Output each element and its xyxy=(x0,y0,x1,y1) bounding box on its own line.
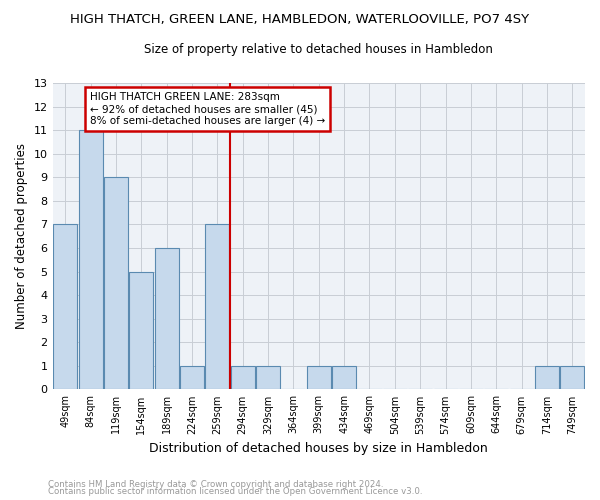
Title: Size of property relative to detached houses in Hambledon: Size of property relative to detached ho… xyxy=(145,42,493,56)
Text: HIGH THATCH, GREEN LANE, HAMBLEDON, WATERLOOVILLE, PO7 4SY: HIGH THATCH, GREEN LANE, HAMBLEDON, WATE… xyxy=(70,12,530,26)
Bar xyxy=(332,366,356,390)
Y-axis label: Number of detached properties: Number of detached properties xyxy=(15,143,28,329)
Bar xyxy=(180,366,204,390)
Text: Contains public sector information licensed under the Open Government Licence v3: Contains public sector information licen… xyxy=(48,487,422,496)
Bar xyxy=(256,366,280,390)
Bar xyxy=(155,248,179,390)
Bar xyxy=(53,224,77,390)
Bar xyxy=(205,224,229,390)
Text: Contains HM Land Registry data © Crown copyright and database right 2024.: Contains HM Land Registry data © Crown c… xyxy=(48,480,383,489)
Bar xyxy=(230,366,255,390)
Bar xyxy=(79,130,103,390)
Text: HIGH THATCH GREEN LANE: 283sqm
← 92% of detached houses are smaller (45)
8% of s: HIGH THATCH GREEN LANE: 283sqm ← 92% of … xyxy=(90,92,325,126)
X-axis label: Distribution of detached houses by size in Hambledon: Distribution of detached houses by size … xyxy=(149,442,488,455)
Bar xyxy=(307,366,331,390)
Bar xyxy=(104,178,128,390)
Bar xyxy=(560,366,584,390)
Bar xyxy=(535,366,559,390)
Bar xyxy=(129,272,154,390)
